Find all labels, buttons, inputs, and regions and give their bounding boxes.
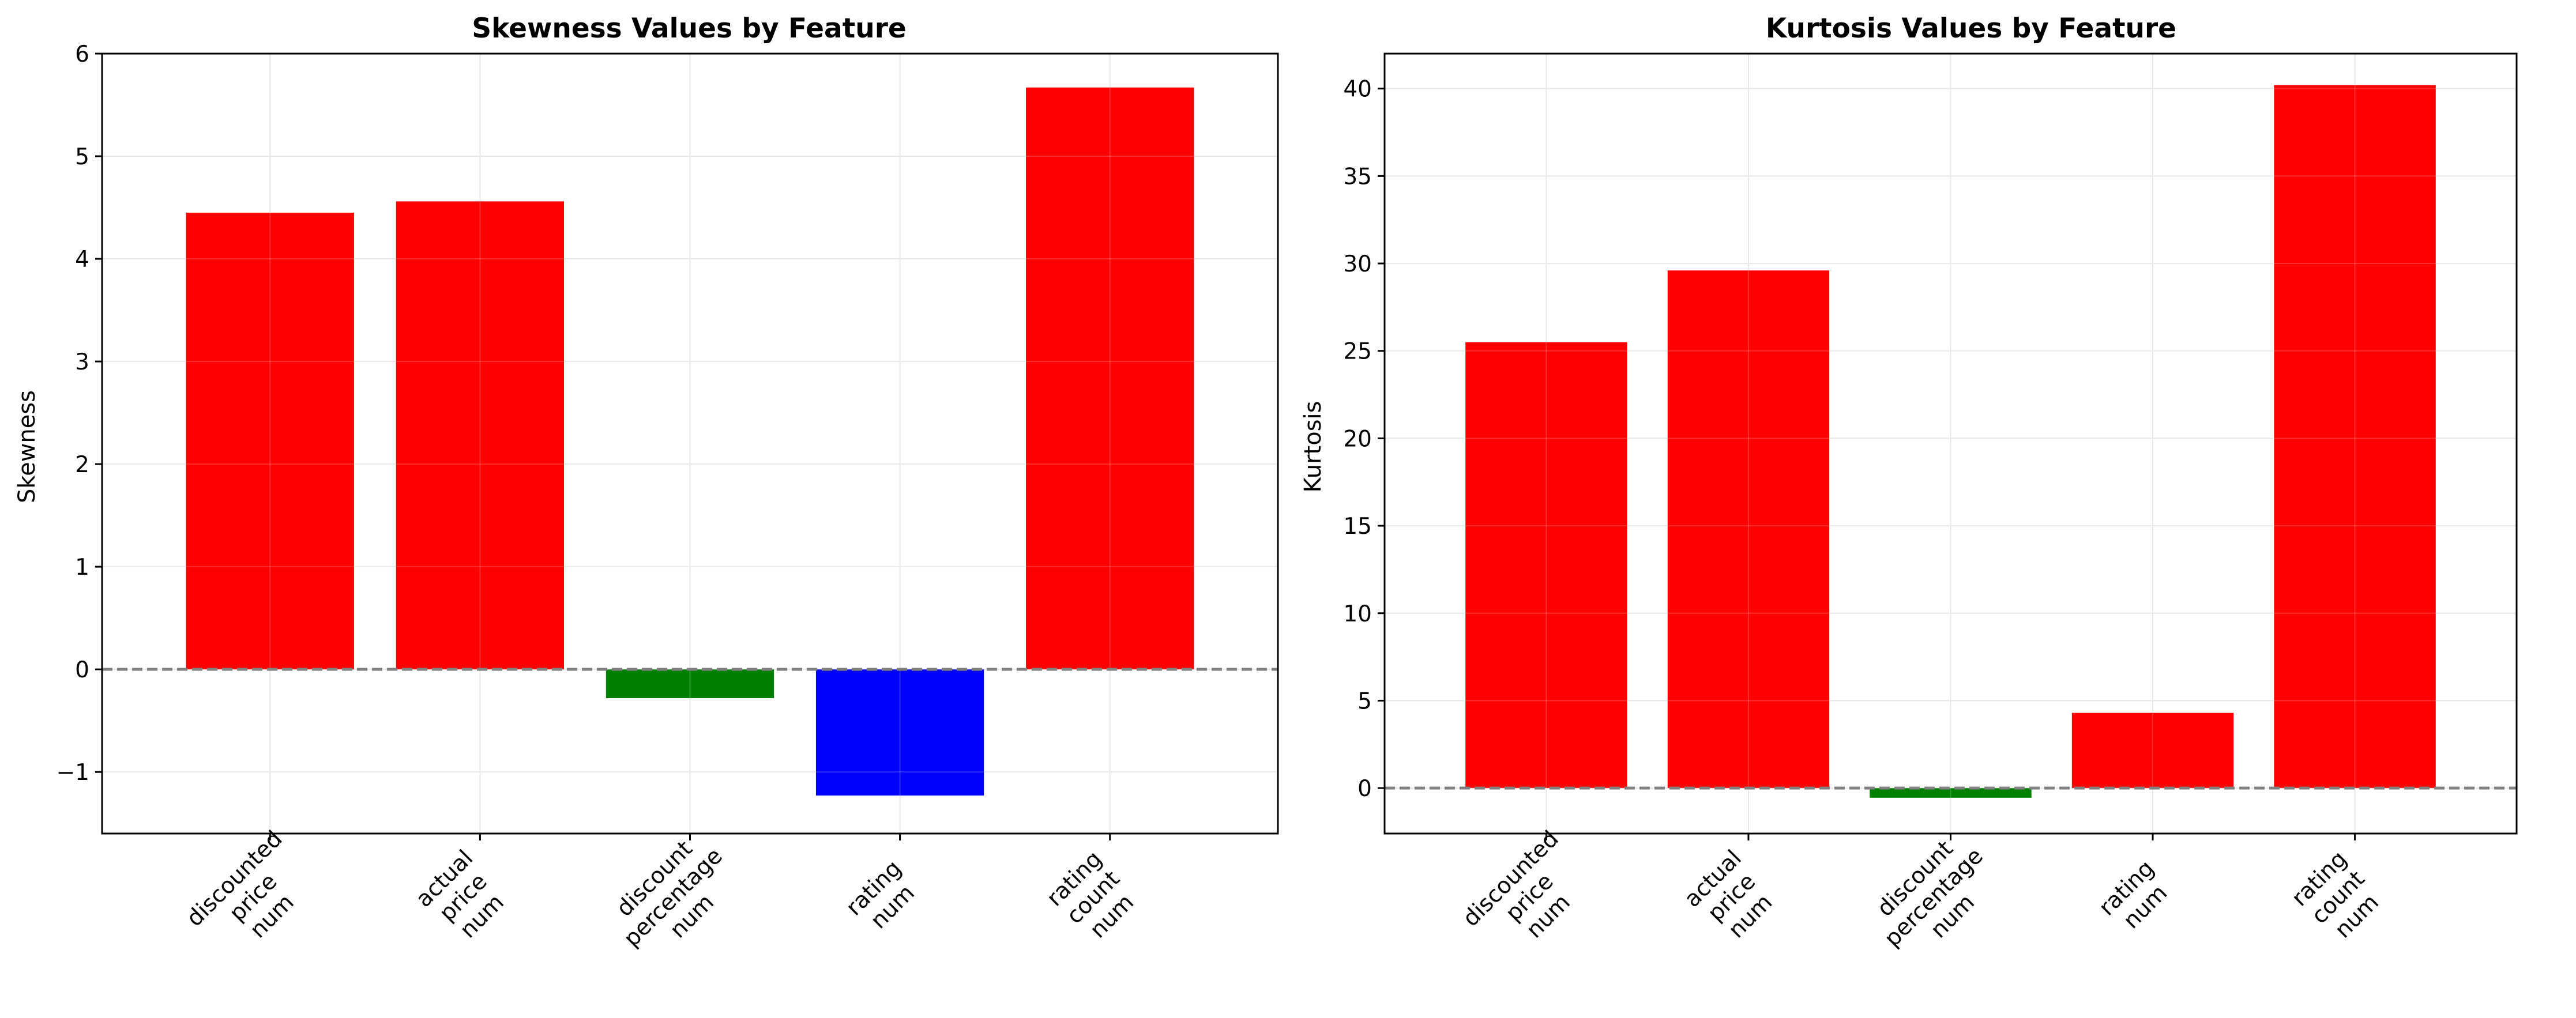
chart-title: Kurtosis Values by Feature (1766, 13, 2176, 44)
y-tick-label: 1 (75, 555, 89, 580)
bar (1870, 788, 2032, 798)
chart-title: Skewness Values by Feature (472, 13, 907, 44)
y-tick-label: 0 (75, 657, 89, 683)
y-tick-label: 20 (1343, 426, 1372, 452)
bar (396, 201, 565, 670)
y-tick-label: 0 (1357, 776, 1372, 802)
y-tick-label: 5 (1357, 688, 1372, 714)
y-tick-label: 30 (1343, 251, 1372, 277)
bar (2274, 85, 2436, 789)
y-tick-label: 3 (75, 349, 89, 375)
y-axis-label: Kurtosis (1300, 401, 1326, 493)
y-tick-label: 25 (1343, 339, 1372, 365)
y-tick-label: −1 (57, 760, 90, 786)
y-tick-label: 40 (1343, 77, 1372, 103)
bar (1026, 87, 1194, 670)
y-tick-label: 4 (75, 247, 89, 273)
bar (1465, 342, 1627, 789)
y-tick-label: 2 (75, 452, 89, 478)
bar (1667, 270, 1830, 789)
bar (186, 212, 354, 670)
bar (815, 669, 984, 796)
y-tick-label: 15 (1343, 514, 1372, 540)
y-tick-label: 6 (75, 42, 89, 67)
y-tick-label: 35 (1343, 164, 1372, 190)
y-axis-label: Skewness (14, 390, 40, 503)
bar (606, 669, 774, 699)
bar (2071, 712, 2234, 789)
y-tick-label: 5 (75, 144, 89, 170)
y-tick-label: 10 (1343, 601, 1372, 627)
